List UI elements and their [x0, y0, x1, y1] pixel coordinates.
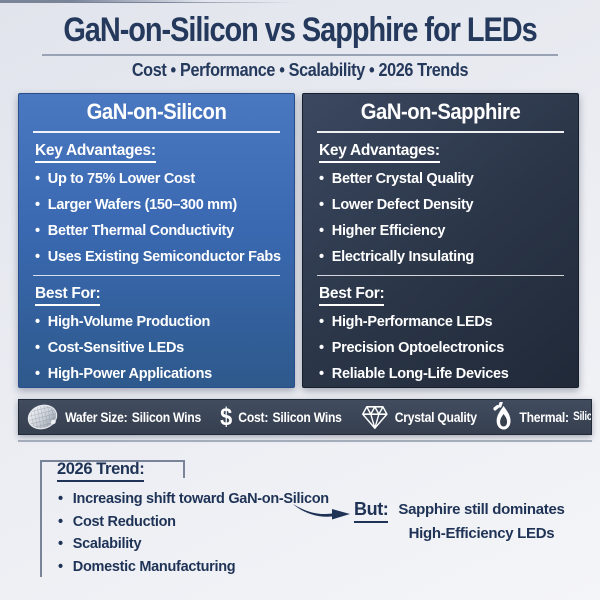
trend-box-border: [40, 460, 42, 577]
trend-list: Increasing shift toward GaN-on-Silicon C…: [58, 491, 329, 581]
score-value: Silicon Wins: [573, 411, 592, 423]
advantages-list: Up to 75% Lower Cost Larger Wafers (150–…: [35, 171, 294, 266]
advantage-item: Lower Defect Density: [319, 197, 578, 214]
advantage-item: Better Crystal Quality: [319, 171, 578, 188]
best-for-list: High-Volume Production Cost-Sensitive LE…: [35, 314, 294, 383]
trend-box-border: [0, 1, 295, 3]
score-value: Silicon Wins: [131, 409, 201, 425]
key-advantages-heading: Key Advantages:: [35, 141, 156, 163]
trend-item: Scalability: [58, 536, 329, 552]
advantage-item: Better Thermal Conductivity: [35, 223, 294, 240]
score-bar-underline: [18, 440, 592, 442]
diamond-icon: [361, 404, 389, 430]
trend-item: Cost Reduction: [58, 514, 329, 530]
trend-heading: 2026 Trend:: [57, 460, 145, 482]
score-item-cost: $ Cost: Silicon Wins: [220, 402, 342, 431]
advantage-item: Electrically Insulating: [319, 249, 578, 266]
best-for-heading: Best For:: [319, 284, 385, 306]
trend-box-border: [0, 0, 205, 2]
score-item-crystal-quality: Crystal Quality: [361, 404, 477, 430]
but-label: But:: [354, 498, 389, 523]
best-for-heading: Best For:: [35, 284, 101, 306]
advantages-list: Better Crystal Quality Lower Defect Dens…: [319, 171, 578, 266]
best-for-list: High-Performance LEDs Precision Optoelec…: [319, 314, 578, 383]
title-divider: [42, 54, 558, 56]
trend-item: Domestic Manufacturing: [58, 559, 329, 575]
panel-title: GaN-on-Silicon: [86, 99, 227, 124]
best-for-item: High-Power Applications: [35, 366, 294, 383]
trend-box-border: [40, 460, 184, 462]
score-value: Silicon Wins: [272, 409, 342, 425]
panel-gan-on-silicon: GaN-on-Silicon Key Advantages: Up to 75%…: [18, 93, 295, 388]
score-label: Cost:: [238, 409, 269, 425]
but-text: Sapphire still dominates High-Efficiency…: [398, 498, 564, 546]
best-for-item: Precision Optoelectronics: [319, 340, 578, 357]
arrow-icon: [292, 500, 352, 529]
best-for-item: High-Volume Production: [35, 314, 294, 331]
score-item-thermal: Thermal: Silicon Wins: [492, 402, 592, 432]
but-text-line1: Sapphire still dominates: [398, 501, 565, 518]
score-item-wafer-size: Wafer Size: Silicon Wins: [26, 402, 201, 432]
section-divider: [33, 275, 280, 276]
page-title: GaN-on-Silicon vs Sapphire for LEDs: [63, 11, 537, 49]
wafer-icon: [26, 402, 59, 432]
best-for-item: Cost-Sensitive LEDs: [35, 340, 294, 357]
score-label: Wafer Size:: [65, 409, 128, 425]
trend-item: Increasing shift toward GaN-on-Silicon: [58, 491, 329, 507]
but-text-line2: High-Efficiency LEDs: [408, 525, 555, 542]
advantage-item: Up to 75% Lower Cost: [35, 171, 294, 188]
score-label: Crystal Quality: [394, 409, 477, 425]
best-for-item: Reliable Long-Life Devices: [319, 366, 578, 383]
advantage-item: Higher Efficiency: [319, 223, 578, 240]
score-bar: Wafer Size: Silicon Wins $ Cost: Silicon…: [18, 399, 592, 435]
section-divider: [317, 275, 564, 276]
panel-gan-on-sapphire: GaN-on-Sapphire Key Advantages: Better C…: [302, 93, 579, 388]
best-for-item: High-Performance LEDs: [319, 314, 578, 331]
advantage-item: Larger Wafers (150–300 mm): [35, 197, 294, 214]
dollar-icon: $: [220, 402, 233, 431]
panel-title-divider: [33, 131, 280, 133]
page-subtitle: Cost • Performance • Scalability • 2026 …: [131, 60, 469, 80]
key-advantages-heading: Key Advantages:: [319, 141, 440, 163]
score-label: Thermal:: [519, 409, 569, 425]
but-note: But: Sapphire still dominates High-Effic…: [354, 498, 565, 546]
panel-title-divider: [317, 131, 564, 133]
trend-box-border: [183, 460, 185, 478]
panel-title: GaN-on-Sapphire: [360, 99, 521, 124]
flame-icon: [492, 402, 513, 432]
advantage-item: Uses Existing Semiconductor Fabs: [35, 249, 294, 266]
